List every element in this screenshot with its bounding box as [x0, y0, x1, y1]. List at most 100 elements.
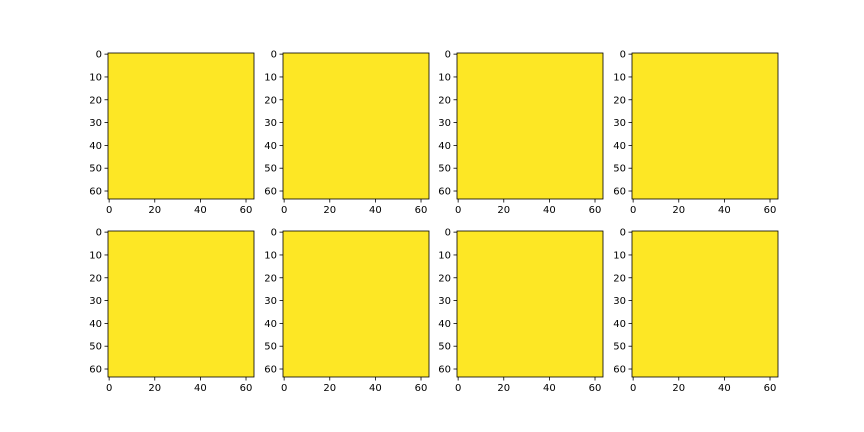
y-tick-label: 60	[264, 187, 277, 198]
x-tick-label: 60	[589, 383, 602, 394]
y-tick-label: 10	[264, 72, 277, 83]
panel-1: 0 20 40 60 0 10 20 30 40 50 60	[89, 50, 254, 216]
panel-3: 0 20 40 60 0 10 20 30 40 50 60	[438, 50, 603, 216]
y-tick-label: 0	[620, 228, 626, 239]
y-tick-label: 20	[613, 273, 626, 284]
y-tick-label: 30	[89, 118, 102, 129]
panel-8: 0 20 40 60 0 10 20 30 40 50 60	[613, 228, 778, 394]
panel-1-image	[108, 53, 254, 199]
panel-4-image	[632, 53, 778, 199]
y-tick-label: 10	[89, 72, 102, 83]
y-tick-label: 0	[271, 50, 277, 61]
x-tick-label: 60	[589, 205, 602, 216]
x-tick-label: 0	[106, 205, 112, 216]
panel-8-image	[632, 231, 778, 377]
x-tick-label: 40	[194, 205, 207, 216]
panel-6: 0 20 40 60 0 10 20 30 40 50 60	[264, 228, 429, 394]
y-tick-label: 20	[613, 95, 626, 106]
y-tick-label: 50	[438, 342, 451, 353]
y-tick-label: 40	[89, 319, 102, 330]
x-tick-label: 40	[543, 205, 556, 216]
y-tick-label: 10	[438, 250, 451, 261]
y-tick-label: 20	[264, 273, 277, 284]
y-tick-label: 10	[89, 250, 102, 261]
y-tick-label: 10	[613, 250, 626, 261]
x-tick-label: 20	[497, 205, 510, 216]
y-tick-label: 30	[613, 118, 626, 129]
x-tick-label: 0	[630, 205, 636, 216]
x-tick-label: 40	[718, 383, 731, 394]
x-tick-label: 0	[630, 383, 636, 394]
x-tick-label: 60	[240, 205, 253, 216]
x-tick-label: 60	[240, 383, 253, 394]
y-tick-label: 50	[89, 164, 102, 175]
x-tick-label: 40	[718, 205, 731, 216]
y-tick-label: 30	[89, 296, 102, 307]
y-tick-label: 40	[438, 319, 451, 330]
x-tick-label: 20	[148, 383, 161, 394]
x-tick-label: 60	[764, 205, 777, 216]
x-tick-label: 0	[455, 383, 461, 394]
y-tick-label: 40	[264, 141, 277, 152]
y-tick-label: 40	[264, 319, 277, 330]
y-tick-label: 60	[438, 187, 451, 198]
y-tick-label: 30	[264, 296, 277, 307]
y-tick-label: 10	[438, 72, 451, 83]
y-tick-label: 20	[264, 95, 277, 106]
panel-2-image	[283, 53, 429, 199]
y-tick-label: 0	[96, 228, 102, 239]
panel-4: 0 20 40 60 0 10 20 30 40 50 60	[613, 50, 778, 216]
x-tick-label: 40	[543, 383, 556, 394]
y-tick-label: 60	[89, 187, 102, 198]
panel-5: 0 20 40 600102030405060	[89, 228, 254, 394]
x-tick-label: 20	[323, 205, 336, 216]
x-tick-label: 60	[764, 383, 777, 394]
y-tick-label: 0	[620, 50, 626, 61]
panel-2: 0 20 40 60 0 10 20 30 40 50 60	[264, 50, 429, 216]
x-tick-label: 40	[369, 383, 382, 394]
panel-7: 0 20 40 60 0 10 20 30 40 50 60	[438, 228, 603, 394]
y-tick-label: 10	[264, 250, 277, 261]
y-tick-label: 40	[613, 319, 626, 330]
x-tick-label: 60	[415, 205, 428, 216]
panel-6-image	[283, 231, 429, 377]
x-tick-label: 20	[672, 205, 685, 216]
x-tick-label: 0	[281, 383, 287, 394]
y-tick-label: 30	[438, 118, 451, 129]
y-tick-label: 50	[613, 342, 626, 353]
y-tick-label: 40	[89, 141, 102, 152]
y-tick-label: 50	[264, 342, 277, 353]
panel-3-image	[457, 53, 603, 199]
y-tick-label: 60	[613, 365, 626, 376]
y-tick-label: 0	[271, 228, 277, 239]
y-tick-label: 50	[438, 164, 451, 175]
y-tick-label: 30	[613, 296, 626, 307]
x-tick-label: 20	[323, 383, 336, 394]
panel-7-image	[457, 231, 603, 377]
y-tick-label: 0	[96, 50, 102, 61]
y-tick-label: 60	[438, 365, 451, 376]
y-tick-label: 30	[438, 296, 451, 307]
y-tick-label: 40	[613, 141, 626, 152]
y-tick-label: 50	[89, 342, 102, 353]
x-tick-label: 0	[281, 205, 287, 216]
y-tick-label: 60	[613, 187, 626, 198]
x-tick-label: 20	[497, 383, 510, 394]
x-tick-label: 60	[415, 383, 428, 394]
x-tick-label: 0	[455, 205, 461, 216]
x-tick-label: 0	[106, 383, 112, 394]
y-tick-label: 50	[613, 164, 626, 175]
y-tick-label: 30	[264, 118, 277, 129]
y-tick-label: 20	[438, 95, 451, 106]
y-tick-label: 60	[264, 365, 277, 376]
y-tick-label: 20	[89, 273, 102, 284]
y-tick-label: 60	[89, 365, 102, 376]
y-tick-label: 0	[445, 50, 451, 61]
x-tick-label: 40	[369, 205, 382, 216]
x-tick-label: 20	[148, 205, 161, 216]
panel-5-image	[108, 231, 254, 377]
y-tick-label: 40	[438, 141, 451, 152]
y-tick-label: 10	[613, 72, 626, 83]
y-tick-label: 0	[445, 228, 451, 239]
